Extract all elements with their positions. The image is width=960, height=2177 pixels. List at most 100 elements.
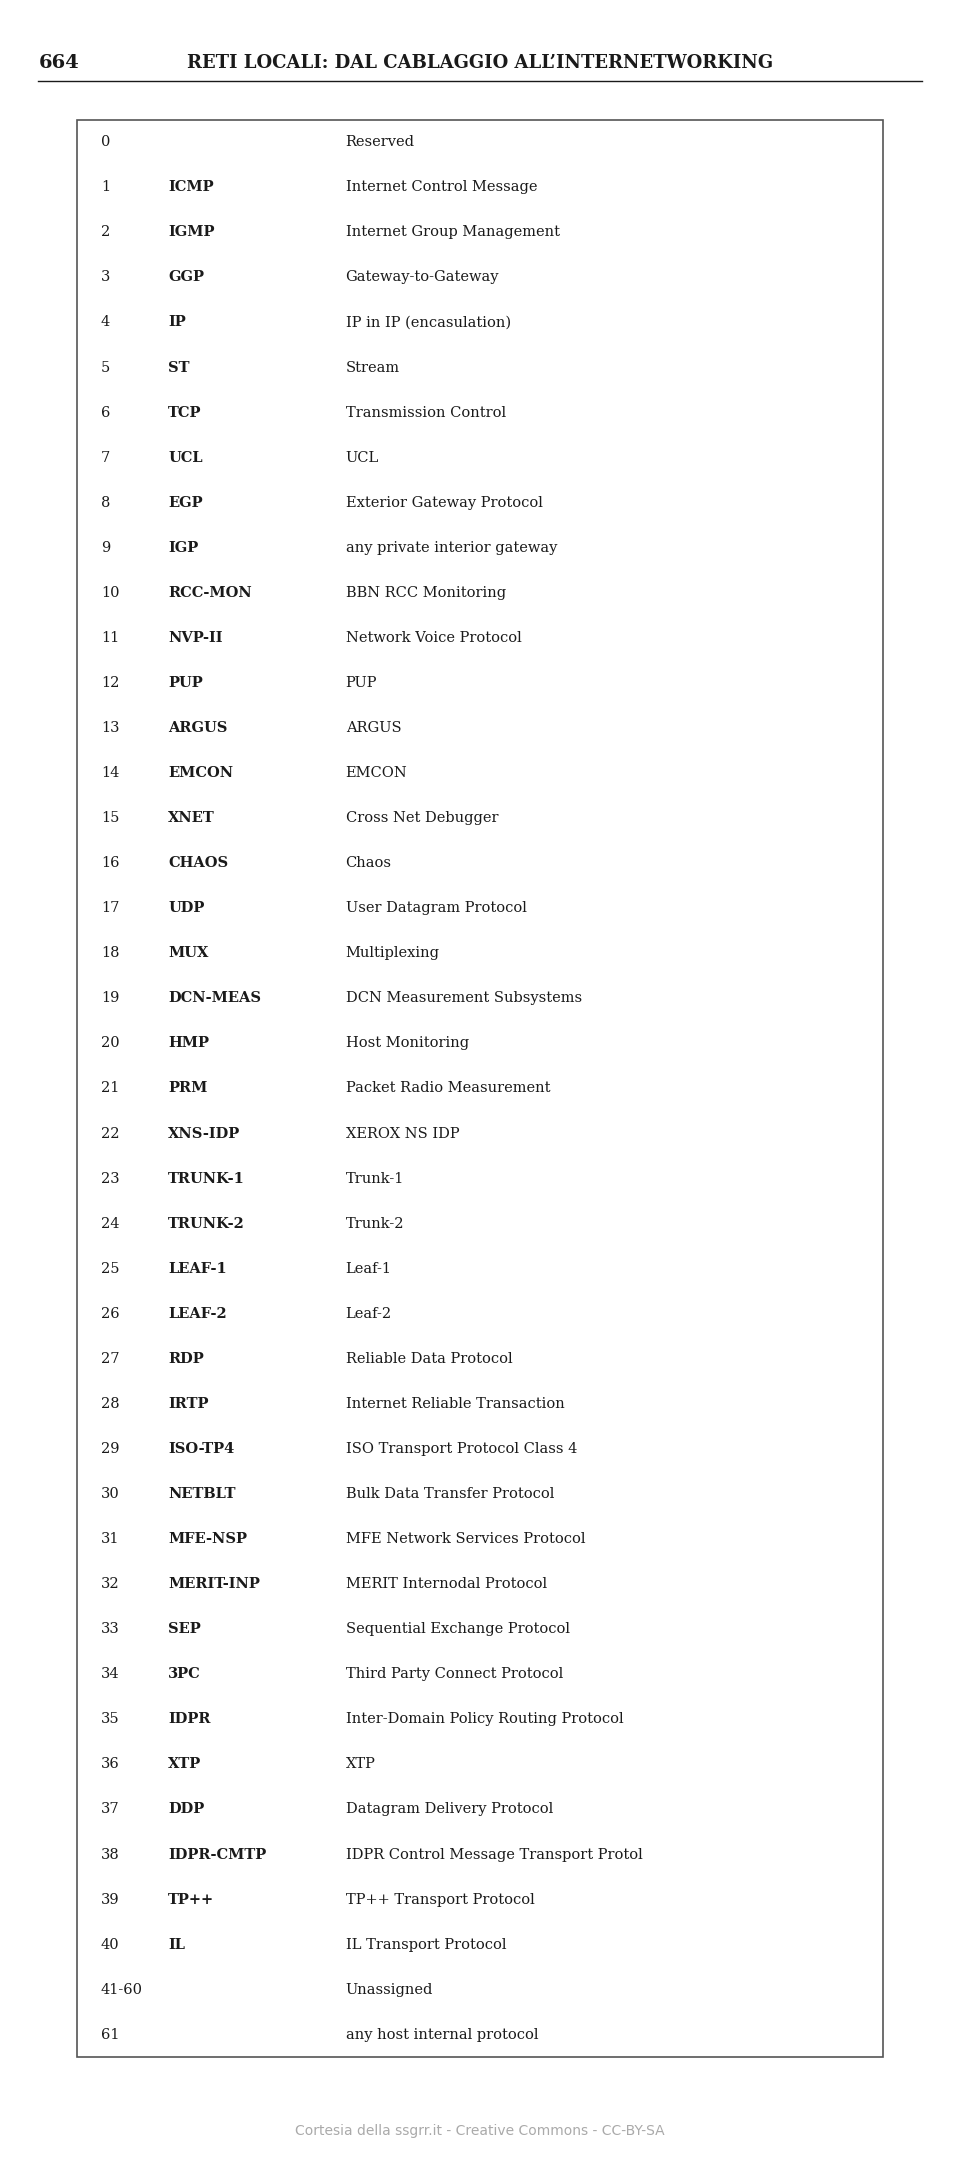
Text: Inter-Domain Policy Routing Protocol: Inter-Domain Policy Routing Protocol [346,1713,623,1726]
Text: Internet Group Management: Internet Group Management [346,226,560,239]
Text: 19: 19 [101,991,119,1006]
Text: any host internal protocol: any host internal protocol [346,2027,539,2042]
Text: TRUNK-2: TRUNK-2 [168,1217,245,1230]
Text: 5: 5 [101,361,110,374]
Text: 34: 34 [101,1668,119,1681]
Text: 21: 21 [101,1082,119,1095]
Text: LEAF-1: LEAF-1 [168,1263,227,1276]
Text: NETBLT: NETBLT [168,1487,235,1500]
Text: GGP: GGP [168,270,204,285]
Text: IP in IP (encasulation): IP in IP (encasulation) [346,316,511,329]
Text: Third Party Connect Protocol: Third Party Connect Protocol [346,1668,563,1681]
Text: TRUNK-1: TRUNK-1 [168,1171,245,1186]
Text: IDPR Control Message Transport Protol: IDPR Control Message Transport Protol [346,1848,642,1861]
Text: DCN-MEAS: DCN-MEAS [168,991,261,1006]
Text: 15: 15 [101,812,119,825]
Text: 41-60: 41-60 [101,1983,143,1996]
Text: 25: 25 [101,1263,119,1276]
Text: SEP: SEP [168,1622,201,1637]
Text: 29: 29 [101,1441,119,1456]
Text: EMCON: EMCON [168,766,233,779]
Text: MUX: MUX [168,947,208,960]
Text: 38: 38 [101,1848,120,1861]
Text: PRM: PRM [168,1082,207,1095]
Text: Sequential Exchange Protocol: Sequential Exchange Protocol [346,1622,569,1637]
Text: TP++ Transport Protocol: TP++ Transport Protocol [346,1892,535,1907]
Text: IDPR-CMTP: IDPR-CMTP [168,1848,266,1861]
Text: 7: 7 [101,451,110,464]
Text: 6: 6 [101,405,110,420]
Text: Bulk Data Transfer Protocol: Bulk Data Transfer Protocol [346,1487,554,1500]
Text: RETI LOCALI: DAL CABLAGGIO ALL’INTERNETWORKING: RETI LOCALI: DAL CABLAGGIO ALL’INTERNETW… [187,54,773,72]
Text: XTP: XTP [168,1757,202,1772]
Text: ISO Transport Protocol Class 4: ISO Transport Protocol Class 4 [346,1441,577,1456]
Text: UCL: UCL [168,451,203,464]
Text: Trunk-2: Trunk-2 [346,1217,404,1230]
Text: 35: 35 [101,1713,119,1726]
Text: Cortesia della ssgrr.it - Creative Commons - CC-BY-SA: Cortesia della ssgrr.it - Creative Commo… [295,2125,665,2138]
Text: CHAOS: CHAOS [168,856,228,871]
Text: IDPR: IDPR [168,1713,210,1726]
Text: UCL: UCL [346,451,379,464]
Text: Reserved: Reserved [346,135,415,150]
Text: EGP: EGP [168,496,203,509]
Text: MFE-NSP: MFE-NSP [168,1533,247,1546]
Text: Datagram Delivery Protocol: Datagram Delivery Protocol [346,1803,553,1816]
Text: User Datagram Protocol: User Datagram Protocol [346,901,526,914]
Text: XEROX NS IDP: XEROX NS IDP [346,1126,459,1141]
Text: Leaf-1: Leaf-1 [346,1263,392,1276]
Text: 14: 14 [101,766,119,779]
Text: 26: 26 [101,1306,119,1321]
Text: IGMP: IGMP [168,226,214,239]
Text: UDP: UDP [168,901,204,914]
Text: NVP-II: NVP-II [168,631,223,644]
Text: 32: 32 [101,1576,119,1591]
Text: Leaf-2: Leaf-2 [346,1306,392,1321]
Text: 18: 18 [101,947,119,960]
Text: BBN RCC Monitoring: BBN RCC Monitoring [346,586,506,601]
Text: 3: 3 [101,270,110,285]
Text: LEAF-2: LEAF-2 [168,1306,227,1321]
Text: XTP: XTP [346,1757,375,1772]
Text: 16: 16 [101,856,119,871]
Text: 61: 61 [101,2027,119,2042]
Text: RCC-MON: RCC-MON [168,586,252,601]
Text: EMCON: EMCON [346,766,407,779]
Text: PUP: PUP [168,677,203,690]
Text: 12: 12 [101,677,119,690]
Text: 3PC: 3PC [168,1668,201,1681]
Text: Cross Net Debugger: Cross Net Debugger [346,812,498,825]
Text: 20: 20 [101,1036,119,1051]
Text: Trunk-1: Trunk-1 [346,1171,404,1186]
Text: 22: 22 [101,1126,119,1141]
Text: Unassigned: Unassigned [346,1983,433,1996]
Text: MERIT Internodal Protocol: MERIT Internodal Protocol [346,1576,547,1591]
Text: Transmission Control: Transmission Control [346,405,506,420]
Text: 40: 40 [101,1938,119,1951]
Text: TP++: TP++ [168,1892,214,1907]
Text: 39: 39 [101,1892,119,1907]
Text: MERIT-INP: MERIT-INP [168,1576,260,1591]
Text: Exterior Gateway Protocol: Exterior Gateway Protocol [346,496,542,509]
Text: Packet Radio Measurement: Packet Radio Measurement [346,1082,550,1095]
Text: Reliable Data Protocol: Reliable Data Protocol [346,1352,513,1365]
Text: 27: 27 [101,1352,119,1365]
Text: Internet Control Message: Internet Control Message [346,181,537,194]
Text: Chaos: Chaos [346,856,392,871]
Text: 17: 17 [101,901,119,914]
Text: 36: 36 [101,1757,120,1772]
Text: Internet Reliable Transaction: Internet Reliable Transaction [346,1398,564,1411]
Text: IP: IP [168,316,185,329]
Text: XNS-IDP: XNS-IDP [168,1126,240,1141]
Text: 31: 31 [101,1533,119,1546]
Text: DDP: DDP [168,1803,204,1816]
Text: Host Monitoring: Host Monitoring [346,1036,468,1051]
Text: any private interior gateway: any private interior gateway [346,540,557,555]
Text: HMP: HMP [168,1036,209,1051]
Text: 0: 0 [101,135,110,150]
Text: ICMP: ICMP [168,181,214,194]
Text: IL: IL [168,1938,185,1951]
Text: IL Transport Protocol: IL Transport Protocol [346,1938,506,1951]
Text: 2: 2 [101,226,110,239]
Text: MFE Network Services Protocol: MFE Network Services Protocol [346,1533,585,1546]
